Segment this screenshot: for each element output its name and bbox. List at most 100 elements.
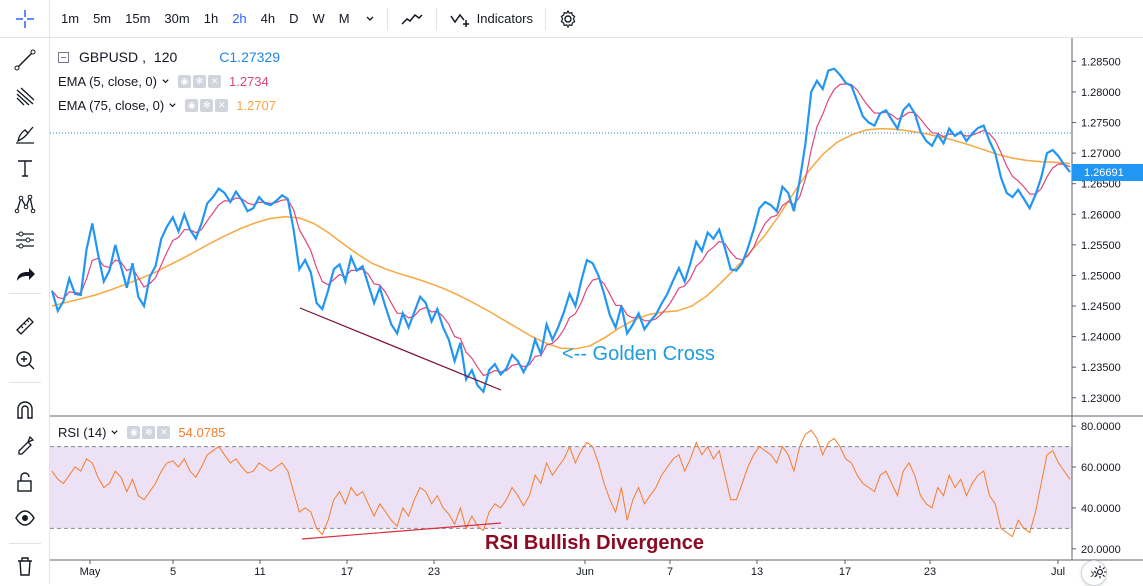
forward-arrow-icon[interactable] — [9, 258, 41, 290]
visibility-icon[interactable]: ◉ — [185, 99, 199, 112]
chevron-down-icon[interactable] — [161, 77, 170, 86]
chart-style-button[interactable] — [392, 10, 432, 28]
rsi-axis: 80.0000 60.0000 40.0000 20.0000 — [1072, 421, 1121, 556]
drawing-toolbar — [0, 38, 50, 584]
eye-icon[interactable] — [9, 502, 41, 534]
chart-area[interactable]: 1.28500 1.28000 1.27500 1.27000 1.26500 1.260… — [50, 38, 1143, 586]
last-price-label: 1.26691 — [1084, 167, 1124, 179]
timeframe-d[interactable]: D — [289, 11, 299, 26]
rsi-divergence-line — [301, 522, 502, 540]
top-toolbar: 1m 5m 15m 30m 1h 2h 4h D W M Indicators — [0, 0, 1143, 38]
indicators-label: Indicators — [476, 11, 534, 26]
timeframe-4h[interactable]: 4h — [260, 11, 276, 26]
timeframe-m[interactable]: M — [338, 11, 350, 26]
ema-fast-title: EMA (5, close, 0) — [58, 74, 157, 89]
golden-cross-annotation: <-- Golden Cross — [562, 343, 715, 365]
rsi-value: 54.0785 — [178, 425, 226, 440]
ruler-icon[interactable] — [9, 310, 41, 342]
rsi-tick-label: 20.0000 — [1081, 544, 1121, 556]
price-tick-label: 1.23000 — [1081, 393, 1121, 405]
toolbar-divider — [9, 293, 41, 294]
chevron-down-icon[interactable] — [110, 428, 119, 437]
trend-line-icon[interactable] — [9, 44, 41, 76]
scroll-to-realtime-button[interactable]: » — [1081, 560, 1107, 586]
indicators-icon — [450, 13, 469, 27]
toolbar-divider — [386, 7, 388, 30]
symbol-interval: 120 — [153, 49, 178, 65]
time-tick-label: 17 — [839, 566, 851, 578]
ema-slow-legend[interactable]: EMA (75, close, 0) ◉ ✻ ✕ 1.2707 — [58, 98, 276, 113]
collapse-icon[interactable] — [58, 51, 69, 63]
gear-icon[interactable]: ✻ — [142, 426, 156, 439]
close-icon[interactable]: ✕ — [157, 426, 171, 439]
rsi-tick-label: 60.0000 — [1081, 462, 1121, 474]
time-tick-label: 7 — [667, 566, 673, 578]
pitchfork-icon[interactable] — [9, 80, 41, 112]
time-tick-label: Jun — [576, 566, 594, 578]
zoom-in-icon[interactable] — [9, 344, 41, 376]
price-tick-label: 1.27000 — [1081, 148, 1121, 160]
time-tick-label: Jul — [1051, 566, 1065, 578]
visibility-icon[interactable]: ◉ — [127, 426, 141, 439]
timeframe-5m[interactable]: 5m — [93, 11, 112, 26]
timeframe-15m[interactable]: 15m — [125, 11, 151, 26]
visibility-icon[interactable]: ◉ — [177, 75, 191, 88]
settings-button[interactable] — [550, 9, 586, 29]
symbol-name: GBPUSD — [79, 49, 139, 65]
timeframe-1h[interactable]: 1h — [203, 11, 219, 26]
crosshair-icon[interactable] — [0, 0, 50, 38]
time-tick-label: 13 — [751, 566, 763, 578]
gear-icon[interactable]: ✻ — [200, 99, 214, 112]
timeframe-w[interactable]: W — [312, 11, 325, 26]
text-tool-icon[interactable] — [9, 152, 41, 184]
close-value: 1.27329 — [229, 49, 280, 65]
rsi-tick-label: 80.0000 — [1081, 421, 1121, 433]
price-line — [50, 67, 1071, 394]
rsi-line — [51, 429, 1071, 538]
timeframe-2h[interactable]: 2h — [232, 11, 247, 26]
price-tick-label: 1.23500 — [1081, 362, 1121, 374]
close-icon[interactable]: ✕ — [215, 99, 229, 112]
line-chart-icon — [401, 13, 423, 25]
rsi-divergence-annotation: RSI Bullish Divergence — [485, 532, 704, 554]
price-tick-label: 1.25500 — [1081, 240, 1121, 252]
lock-drawing-icon[interactable] — [9, 428, 41, 460]
magnet-icon[interactable] — [9, 394, 41, 426]
rsi-band — [50, 446, 1072, 529]
symbol-legend[interactable]: GBPUSD, 120 C 1.27329 — [58, 49, 280, 65]
ema-slow-title: EMA (75, close, 0) — [58, 98, 165, 113]
gear-icon[interactable]: ✻ — [192, 75, 206, 88]
ema-slow-value: 1.2707 — [236, 98, 276, 113]
double-chevron-right-icon: » — [1089, 564, 1099, 582]
price-tick-label: 1.25000 — [1081, 270, 1121, 282]
price-tick-label: 1.28500 — [1081, 56, 1121, 68]
time-axis[interactable]: May 5 11 17 23 Jun 7 13 17 23 Jul — [80, 560, 1065, 578]
time-tick-label: May — [80, 566, 101, 578]
brush-icon[interactable] — [9, 118, 41, 150]
time-tick-label: 23 — [428, 566, 440, 578]
ema-fast-legend[interactable]: EMA (5, close, 0) ◉ ✻ ✕ 1.2734 — [58, 74, 269, 89]
chevron-down-icon[interactable] — [168, 101, 177, 110]
rsi-tick-label: 40.0000 — [1081, 503, 1121, 515]
prediction-tool-icon[interactable] — [9, 224, 41, 256]
rsi-legend[interactable]: RSI (14) ◉ ✻ ✕ 54.0785 — [58, 425, 225, 440]
price-axis: 1.28500 1.28000 1.27500 1.27000 1.26500 1.260… — [1072, 56, 1121, 405]
indicators-button[interactable]: Indicators — [441, 10, 541, 28]
toolbar-divider — [435, 7, 437, 30]
close-icon[interactable]: ✕ — [207, 75, 221, 88]
lock-icon[interactable] — [9, 466, 41, 498]
timeframe-30m[interactable]: 30m — [164, 11, 190, 26]
ema-fast-value: 1.2734 — [228, 74, 269, 89]
time-tick-label: 11 — [254, 566, 265, 578]
timeframe-dropdown-chevron-icon[interactable] — [357, 14, 383, 24]
timeframe-1m[interactable]: 1m — [61, 11, 80, 26]
pattern-tool-icon[interactable] — [9, 188, 41, 220]
gear-icon — [560, 9, 576, 28]
price-tick-label: 1.28000 — [1081, 87, 1121, 99]
price-tick-label: 1.24000 — [1081, 332, 1121, 344]
time-tick-label: 17 — [341, 566, 353, 578]
price-tick-label: 1.26500 — [1081, 179, 1121, 191]
time-axis-settings-icon[interactable] — [1090, 560, 1110, 584]
price-chart[interactable]: 1.28500 1.28000 1.27500 1.27000 1.26500 1.260… — [50, 38, 1143, 584]
trash-icon[interactable] — [9, 550, 41, 582]
